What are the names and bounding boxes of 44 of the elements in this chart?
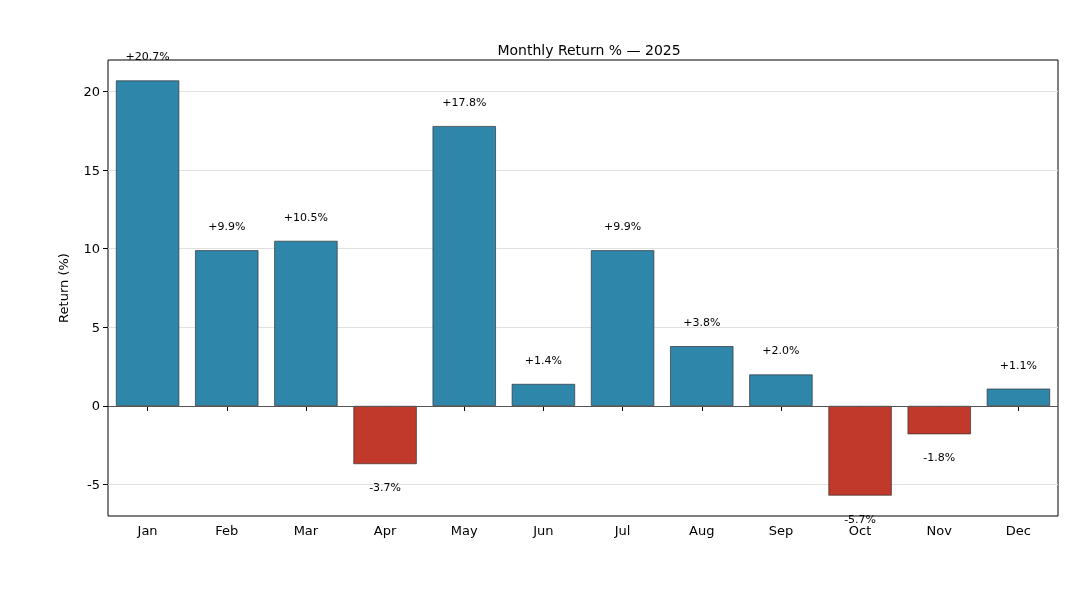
data-label: +1.4% bbox=[524, 353, 562, 367]
y-tick-label: 10 bbox=[83, 241, 100, 257]
bar bbox=[590, 250, 655, 406]
bar bbox=[986, 388, 1051, 406]
bar bbox=[670, 346, 734, 406]
y-tick-label: 0 bbox=[91, 398, 100, 414]
data-label: -3.7% bbox=[369, 481, 402, 495]
data-label: +9.9% bbox=[604, 220, 642, 234]
bar bbox=[828, 405, 892, 496]
data-label: -5.7% bbox=[844, 512, 877, 526]
x-tick-label: Feb bbox=[215, 523, 239, 538]
y-tick-label: -5 bbox=[87, 477, 100, 493]
x-tick-label: Sep bbox=[768, 523, 794, 538]
data-label: +1.1% bbox=[999, 358, 1037, 372]
x-tick-label: Jul bbox=[613, 523, 631, 538]
bar bbox=[907, 405, 971, 435]
x-tick-label: Aug bbox=[689, 523, 715, 538]
data-label: +20.7% bbox=[125, 50, 170, 64]
x-tick-label: Jan bbox=[136, 523, 158, 538]
x-tick-label: Jun bbox=[532, 523, 554, 538]
bar bbox=[274, 240, 338, 406]
x-tick-label: Apr bbox=[373, 523, 397, 538]
y-tick-label: 5 bbox=[91, 319, 100, 335]
y-tick-label: 15 bbox=[83, 162, 100, 178]
bar bbox=[432, 126, 496, 406]
x-tick-label: Dec bbox=[1005, 523, 1031, 538]
bar bbox=[195, 250, 259, 406]
bar bbox=[353, 405, 417, 465]
x-tick-label: Mar bbox=[293, 523, 319, 538]
bar bbox=[115, 80, 180, 406]
y-axis-title: Return (%) bbox=[56, 253, 71, 323]
bar bbox=[511, 383, 576, 406]
x-tick-label: Oct bbox=[848, 523, 872, 538]
data-label: +10.5% bbox=[283, 210, 328, 224]
data-label: -1.8% bbox=[923, 451, 956, 465]
data-label: +9.9% bbox=[208, 220, 246, 234]
x-tick-label: Nov bbox=[926, 523, 953, 538]
data-label: +3.8% bbox=[683, 316, 721, 330]
chart-title: Monthly Return % — 2025 bbox=[497, 42, 681, 58]
x-tick-label: May bbox=[450, 523, 478, 538]
y-tick-label: 20 bbox=[83, 83, 100, 99]
data-label: +17.8% bbox=[442, 96, 487, 110]
data-label: +2.0% bbox=[762, 344, 800, 358]
bar bbox=[749, 374, 813, 406]
